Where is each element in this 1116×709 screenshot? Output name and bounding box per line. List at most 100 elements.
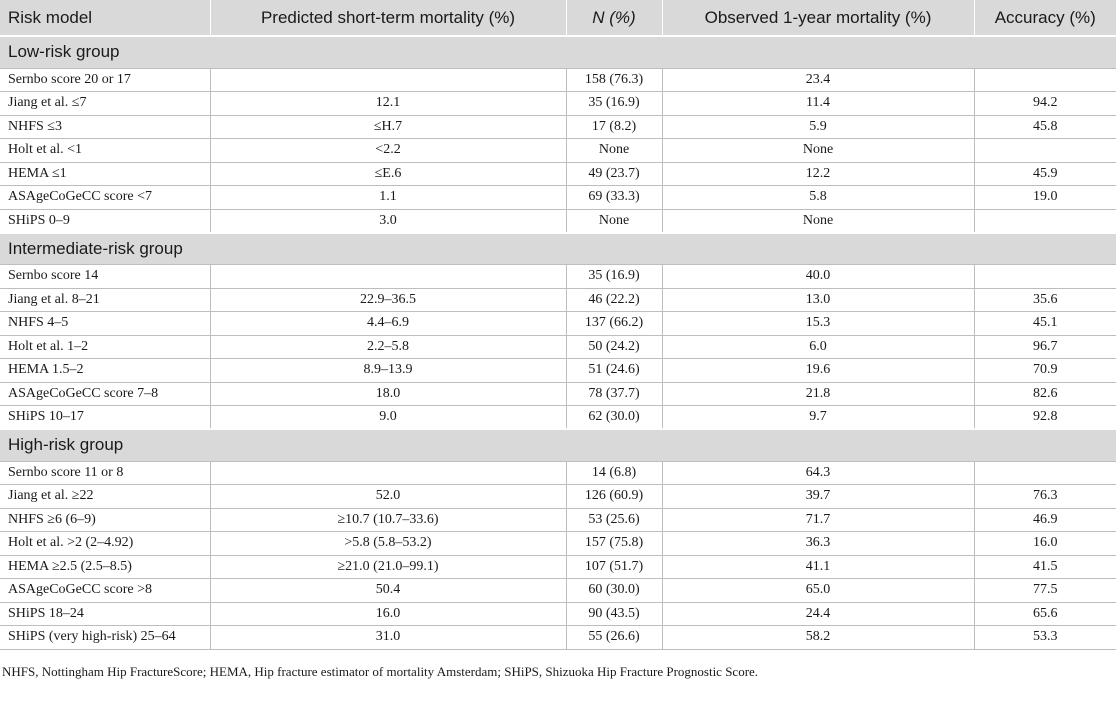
cell-observed-mortality: 39.7 — [662, 484, 975, 508]
cell-predicted-mortality — [210, 460, 567, 485]
cell-observed-mortality: 19.6 — [662, 358, 975, 382]
table-header: Risk model Predicted short-term mortalit… — [0, 0, 1116, 36]
cell-predicted-mortality: 2.2–5.8 — [210, 334, 567, 359]
cell-risk-model: Holt et al. <1 — [0, 138, 211, 162]
table-row: SHiPS 0–9 3.0 None None — [0, 208, 1116, 233]
table-row: Jiang et al. 8–21 22.9–36.5 46 (22.2) 13.0 3… — [0, 287, 1116, 312]
cell-risk-model: Holt et al. 1–2 — [0, 334, 211, 359]
cell-risk-model: ASAgeCoGeCC score 7–8 — [0, 381, 211, 406]
cell-accuracy: 76.3 — [974, 484, 1116, 508]
cell-accuracy: 70.9 — [974, 358, 1116, 382]
cell-accuracy: 45.8 — [974, 114, 1116, 139]
cell-accuracy — [974, 208, 1116, 233]
cell-n-percent: 107 (51.7) — [566, 554, 663, 579]
cell-observed-mortality: 65.0 — [662, 578, 975, 602]
cell-predicted-mortality: 12.1 — [210, 91, 567, 115]
cell-predicted-mortality: 16.0 — [210, 601, 567, 626]
cell-observed-mortality: 36.3 — [662, 531, 975, 555]
cell-observed-mortality: 40.0 — [662, 264, 975, 288]
header-row: Risk model Predicted short-term mortalit… — [0, 0, 1116, 36]
group-header-row: High-risk group — [0, 428, 1116, 461]
cell-accuracy: 46.9 — [974, 507, 1116, 532]
cell-accuracy: 65.6 — [974, 601, 1116, 626]
cell-accuracy: 35.6 — [974, 287, 1116, 312]
cell-predicted-mortality: 22.9–36.5 — [210, 287, 567, 312]
cell-accuracy: 41.5 — [974, 554, 1116, 579]
cell-predicted-mortality — [210, 67, 567, 92]
table-row: Holt et al. <1 <2.2 None None — [0, 138, 1116, 162]
cell-n-percent: 46 (22.2) — [566, 287, 663, 312]
cell-observed-mortality: None — [662, 208, 975, 233]
cell-risk-model: NHFS ≥6 (6–9) — [0, 507, 211, 532]
group-label: Low-risk group — [0, 35, 1116, 68]
cell-n-percent: 17 (8.2) — [566, 114, 663, 139]
table-footnote: NHFS, Nottingham Hip FractureScore; HEMA… — [2, 663, 759, 679]
cell-n-percent: 14 (6.8) — [566, 460, 663, 485]
cell-accuracy: 77.5 — [974, 578, 1116, 602]
cell-predicted-mortality: ≥21.0 (21.0–99.1) — [210, 554, 567, 579]
cell-n-percent: None — [566, 208, 663, 233]
cell-risk-model: HEMA ≤1 — [0, 161, 211, 186]
table-row: Sernbo score 14 35 (16.9) 40.0 — [0, 264, 1116, 288]
header-predicted-mortality: Predicted short-term mortality (%) — [210, 0, 567, 36]
cell-n-percent: 35 (16.9) — [566, 91, 663, 115]
cell-risk-model: SHiPS 10–17 — [0, 405, 211, 429]
cell-observed-mortality: 24.4 — [662, 601, 975, 626]
cell-accuracy — [974, 138, 1116, 162]
cell-accuracy: 16.0 — [974, 531, 1116, 555]
cell-risk-model: Sernbo score 20 or 17 — [0, 67, 211, 92]
cell-risk-model: NHFS 4–5 — [0, 311, 211, 335]
table-row: Jiang et al. ≥22 52.0 126 (60.9) 39.7 76.3 — [0, 484, 1116, 508]
cell-risk-model: NHFS ≤3 — [0, 114, 211, 139]
cell-accuracy: 94.2 — [974, 91, 1116, 115]
cell-accuracy — [974, 67, 1116, 92]
table-row: Holt et al. 1–2 2.2–5.8 50 (24.2) 6.0 96.7 — [0, 334, 1116, 359]
cell-predicted-mortality: ≤E.6 — [210, 161, 567, 186]
group-label: Intermediate-risk group — [0, 231, 1116, 265]
cell-observed-mortality: 12.2 — [662, 161, 975, 186]
cell-risk-model: Jiang et al. ≥22 — [0, 484, 211, 508]
cell-observed-mortality: 11.4 — [662, 91, 975, 115]
cell-predicted-mortality: <2.2 — [210, 138, 567, 162]
cell-predicted-mortality: 8.9–13.9 — [210, 358, 567, 382]
table-row: HEMA ≥2.5 (2.5–8.5) ≥21.0 (21.0–99.1) 107 … — [0, 554, 1116, 579]
cell-accuracy: 82.6 — [974, 381, 1116, 406]
cell-risk-model: Sernbo score 14 — [0, 264, 211, 288]
table-body: Low-risk group Sernbo score 20 or 17 158 (… — [0, 35, 1116, 650]
header-observed-mortality: Observed 1-year mortality (%) — [662, 0, 975, 36]
table-row: Sernbo score 11 or 8 14 (6.8) 64.3 — [0, 460, 1116, 485]
cell-n-percent: 50 (24.2) — [566, 334, 663, 359]
cell-predicted-mortality: 31.0 — [210, 625, 567, 650]
header-risk-model: Risk model — [0, 0, 211, 36]
cell-n-percent: 60 (30.0) — [566, 578, 663, 602]
cell-n-percent: 78 (37.7) — [566, 381, 663, 406]
cell-predicted-mortality: ≥10.7 (10.7–33.6) — [210, 507, 567, 532]
header-n-percent: N (%) — [566, 0, 663, 36]
cell-risk-model: SHiPS 18–24 — [0, 601, 211, 626]
cell-predicted-mortality: ≤H.7 — [210, 114, 567, 139]
cell-n-percent: 62 (30.0) — [566, 405, 663, 429]
cell-n-percent: 137 (66.2) — [566, 311, 663, 335]
table-row: HEMA 1.5–2 8.9–13.9 51 (24.6) 19.6 70.9 — [0, 358, 1116, 382]
cell-risk-model: SHiPS 0–9 — [0, 208, 211, 233]
table-row: Holt et al. >2 (2–4.92) >5.8 (5.8–53.2) 15… — [0, 531, 1116, 555]
cell-n-percent: 51 (24.6) — [566, 358, 663, 382]
table-row: NHFS 4–5 4.4–6.9 137 (66.2) 15.3 45.1 — [0, 311, 1116, 335]
cell-risk-model: Jiang et al. 8–21 — [0, 287, 211, 312]
cell-predicted-mortality — [210, 264, 567, 288]
cell-risk-model: Jiang et al. ≤7 — [0, 91, 211, 115]
cell-n-percent: 158 (76.3) — [566, 67, 663, 92]
group-header-row: Low-risk group — [0, 35, 1116, 68]
table-row: NHFS ≥6 (6–9) ≥10.7 (10.7–33.6) 53 (25.6) 7… — [0, 507, 1116, 532]
group-header-row: Intermediate-risk group — [0, 231, 1116, 265]
table-row: Sernbo score 20 or 17 158 (76.3) 23.4 — [0, 67, 1116, 92]
cell-predicted-mortality: 4.4–6.9 — [210, 311, 567, 335]
cell-observed-mortality: 15.3 — [662, 311, 975, 335]
cell-predicted-mortality: 50.4 — [210, 578, 567, 602]
cell-n-percent: 157 (75.8) — [566, 531, 663, 555]
header-accuracy: Accuracy (%) — [974, 0, 1116, 36]
cell-predicted-mortality: 18.0 — [210, 381, 567, 406]
cell-accuracy: 96.7 — [974, 334, 1116, 359]
cell-n-percent: 69 (33.3) — [566, 185, 663, 209]
cell-observed-mortality: 64.3 — [662, 460, 975, 485]
